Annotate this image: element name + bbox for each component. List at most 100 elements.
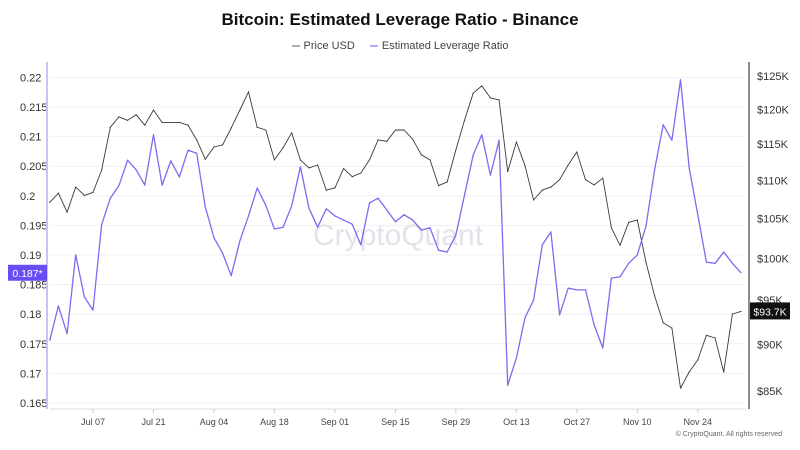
left-tick-label: 0.195 xyxy=(20,220,48,232)
leverage-point xyxy=(196,152,198,154)
leverage-point xyxy=(610,277,613,279)
x-tick-label: Oct 27 xyxy=(564,417,591,427)
price-point xyxy=(360,172,362,174)
price-point xyxy=(654,295,656,297)
legend-item-leverage[interactable]: Estimated Leverage Ratio xyxy=(369,40,509,52)
leverage-point xyxy=(204,206,206,208)
leverage-point xyxy=(645,225,647,227)
x-tick-label: Jul 07 xyxy=(81,417,105,427)
left-tick-label: 0.22 xyxy=(20,72,41,84)
leverage-point xyxy=(291,205,293,207)
leverage-point xyxy=(636,254,638,256)
price-point xyxy=(187,124,189,126)
price-point xyxy=(196,139,198,141)
price-point xyxy=(66,211,68,213)
leverage-point xyxy=(360,244,362,246)
price-point xyxy=(412,138,414,140)
price-point xyxy=(420,154,422,156)
price-point xyxy=(213,146,215,148)
leverage-point xyxy=(602,347,604,349)
price-point xyxy=(463,119,466,121)
price-point xyxy=(83,194,85,197)
price-point xyxy=(403,129,405,131)
left-tick-label: 0.185 xyxy=(20,280,48,292)
leverage-point xyxy=(377,197,379,199)
price-point xyxy=(697,359,699,361)
x-tick-label: Sep 01 xyxy=(321,417,350,427)
price-point xyxy=(161,121,163,124)
price-point xyxy=(524,165,526,167)
leverage-point xyxy=(593,324,595,326)
legend-swatch-price xyxy=(291,45,300,47)
leverage-point xyxy=(697,214,699,216)
x-tick-label: Aug 04 xyxy=(200,417,229,427)
leverage-point xyxy=(282,226,284,228)
leverage-point xyxy=(429,227,431,229)
leverage-point xyxy=(524,317,526,319)
x-tick-label: Jul 21 xyxy=(141,417,165,427)
left-tick-label: 0.165 xyxy=(20,398,48,410)
leverage-point xyxy=(135,169,137,171)
legend-item-price[interactable]: Price USD xyxy=(291,40,355,52)
price-point xyxy=(472,92,474,94)
leverage-point xyxy=(334,215,336,217)
current-price-badge xyxy=(750,302,790,320)
price-point xyxy=(144,124,146,126)
price-point xyxy=(135,114,137,116)
current-price-label: $93.7K xyxy=(753,306,786,318)
leverage-point xyxy=(144,184,146,186)
price-point xyxy=(317,164,319,166)
leverage-point xyxy=(118,185,120,187)
right-tick-label: $120K xyxy=(757,104,789,116)
price-point xyxy=(256,126,258,128)
price-point xyxy=(507,170,509,173)
price-point xyxy=(247,91,250,93)
price-point xyxy=(152,109,155,111)
price-point xyxy=(498,99,500,101)
price-point xyxy=(731,313,733,315)
price-point xyxy=(109,126,111,128)
leverage-point xyxy=(714,262,716,264)
leverage-point xyxy=(731,262,733,264)
price-point xyxy=(222,144,224,146)
price-point xyxy=(576,151,578,153)
leverage-point xyxy=(109,197,111,199)
right-tick-label: $110K xyxy=(757,175,789,187)
x-tick-label: Aug 18 xyxy=(260,417,289,427)
leverage-point xyxy=(351,223,353,225)
price-point xyxy=(593,184,595,186)
leverage-point xyxy=(541,244,543,246)
price-point xyxy=(265,129,267,131)
leverage-point xyxy=(671,139,673,141)
left-tick-label: 0.205 xyxy=(20,161,48,173)
leverage-point xyxy=(161,184,163,186)
price-point xyxy=(705,334,708,336)
leverage-point xyxy=(256,187,258,189)
legend-label-leverage: Estimated Leverage Ratio xyxy=(381,40,509,52)
leverage-point xyxy=(368,202,371,204)
price-point xyxy=(455,149,457,151)
price-point xyxy=(239,109,241,111)
price-point xyxy=(602,177,604,179)
leverage-point xyxy=(101,224,103,226)
leverage-point xyxy=(265,204,267,206)
leverage-point xyxy=(170,160,172,162)
x-tick-label: Sep 15 xyxy=(381,417,410,427)
price-point xyxy=(671,327,673,329)
leverage-point xyxy=(49,339,51,341)
leverage-point xyxy=(187,149,189,151)
price-point xyxy=(178,121,180,124)
leverage-point xyxy=(317,226,319,228)
leverage-point xyxy=(472,154,474,156)
left-tick-label: 0.215 xyxy=(20,102,48,114)
price-point xyxy=(714,337,716,339)
leverage-point xyxy=(412,219,414,221)
leverage-point xyxy=(178,176,180,178)
price-point xyxy=(489,97,492,99)
left-tick-label: 0.175 xyxy=(20,339,48,351)
price-point xyxy=(688,371,690,373)
price-point xyxy=(628,221,630,223)
leverage-point xyxy=(92,309,94,311)
price-point xyxy=(610,227,613,229)
price-point xyxy=(481,85,483,87)
